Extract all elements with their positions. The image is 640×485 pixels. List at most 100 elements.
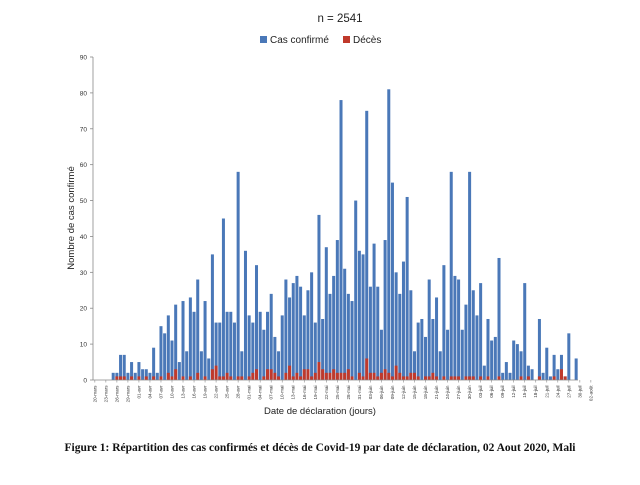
bar-confirmed	[368, 286, 372, 380]
bar-deaths	[203, 376, 207, 380]
x-tick-label: 01-avr	[136, 385, 141, 398]
bar-confirmed	[284, 279, 288, 380]
bar-confirmed	[207, 358, 211, 380]
bar-confirmed	[574, 358, 578, 380]
figure-caption: Figure 1: Répartition des cas confirmés …	[64, 442, 576, 454]
bar-deaths	[214, 365, 218, 380]
x-tick-label: 24-juil	[555, 386, 560, 398]
bar-confirmed	[354, 200, 358, 380]
bar-confirmed	[122, 354, 126, 380]
bar-confirmed	[126, 372, 130, 380]
x-tick-label: 10-mai	[280, 386, 285, 400]
bar-confirmed	[258, 311, 262, 380]
bar-deaths	[394, 365, 398, 380]
bar-confirmed	[192, 311, 196, 380]
chart-container: n = 2541 Cas confirmé Décès Nombre de ca…	[66, 13, 593, 417]
y-tick-label: 60	[80, 162, 88, 169]
x-tick-label: 12-juin	[401, 385, 406, 399]
bar-confirmed	[306, 290, 310, 380]
x-tick-label: 27-juil	[566, 386, 571, 398]
x-tick-label: 16-avr	[192, 385, 197, 398]
bar-confirmed	[383, 240, 387, 380]
bar-confirmed	[357, 250, 361, 380]
bar-confirmed	[365, 110, 369, 380]
bar-deaths	[383, 369, 387, 380]
bar-confirmed	[526, 365, 530, 380]
bar-confirmed	[163, 333, 167, 380]
bar-deaths	[236, 376, 240, 380]
bar-confirmed	[196, 279, 200, 380]
bar-confirmed	[214, 322, 218, 380]
bar-deaths	[335, 372, 339, 380]
bar-confirmed	[453, 275, 457, 380]
bar-deaths	[288, 365, 292, 380]
bar-confirmed	[130, 362, 134, 380]
bar-confirmed	[449, 171, 453, 380]
bar-confirmed	[225, 311, 229, 380]
x-tick-label: 26-mars	[114, 385, 119, 403]
bar-confirmed	[232, 322, 236, 380]
bar-deaths	[262, 376, 266, 380]
x-tick-label: 27-juin	[456, 385, 461, 399]
bar-deaths	[398, 372, 402, 380]
bar-deaths	[174, 369, 178, 380]
bar-deaths	[357, 372, 361, 380]
bar-deaths	[486, 376, 490, 380]
bar-confirmed	[288, 297, 292, 380]
bar-confirmed	[332, 275, 336, 380]
x-tick-label: 19-avr	[203, 385, 208, 398]
x-tick-label: 07-avr	[158, 385, 163, 398]
bar-confirmed	[291, 283, 295, 380]
bar-confirmed	[111, 372, 115, 380]
bar-deaths	[442, 376, 446, 380]
bar-deaths	[412, 372, 417, 380]
y-axis-label: Nombre de cas confirmé	[66, 166, 77, 269]
bar-deaths	[251, 372, 255, 380]
bar-deaths	[277, 376, 281, 380]
bar-confirmed	[324, 247, 328, 380]
bar-confirmed	[515, 344, 519, 380]
x-tick-label: 09-juil	[500, 386, 505, 398]
bar-deaths	[468, 376, 472, 380]
bar-confirmed	[133, 372, 137, 380]
x-tick-label: 01-mai	[247, 386, 252, 400]
bar-confirmed	[210, 254, 214, 380]
bar-deaths	[350, 376, 354, 380]
x-tick-label: 22-mai	[324, 386, 329, 400]
bar-deaths	[181, 376, 185, 380]
y-tick-label: 20	[80, 306, 88, 313]
bar-confirmed	[221, 218, 225, 380]
x-tick-label: 21-juin	[434, 385, 439, 399]
x-tick-label: 30-juin	[467, 385, 472, 399]
bar-deaths	[240, 376, 244, 380]
bar-confirmed	[394, 272, 398, 380]
bar-deaths	[387, 372, 391, 380]
bar-confirmed	[493, 336, 497, 380]
bar-confirmed	[519, 351, 523, 380]
bar-confirmed	[552, 354, 556, 380]
bar-confirmed	[240, 351, 244, 380]
x-tick-label: 18-juin	[423, 385, 428, 399]
x-tick-label: 22-avr	[214, 385, 219, 398]
bar-deaths	[537, 376, 541, 380]
bar-confirmed	[464, 304, 468, 380]
bar-confirmed	[541, 372, 545, 380]
bar-deaths	[471, 376, 475, 380]
bar-confirmed	[339, 100, 343, 381]
bar-confirmed	[321, 318, 325, 380]
x-tick-label: 31-mai	[357, 386, 362, 400]
bar-deaths	[416, 376, 420, 380]
bar-deaths	[552, 376, 556, 380]
bar-confirmed	[170, 340, 174, 380]
legend: Cas confirmé Décès	[260, 35, 381, 46]
bar-confirmed	[398, 293, 402, 380]
bar-confirmed	[243, 250, 247, 380]
bar-deaths	[401, 376, 405, 380]
bar-deaths	[424, 376, 428, 380]
bar-deaths	[310, 376, 314, 380]
bar-confirmed	[479, 283, 483, 380]
bar-deaths	[313, 372, 317, 380]
bar-deaths	[328, 372, 332, 380]
bar-confirmed	[379, 329, 383, 380]
legend-swatch-deaths	[343, 36, 350, 43]
